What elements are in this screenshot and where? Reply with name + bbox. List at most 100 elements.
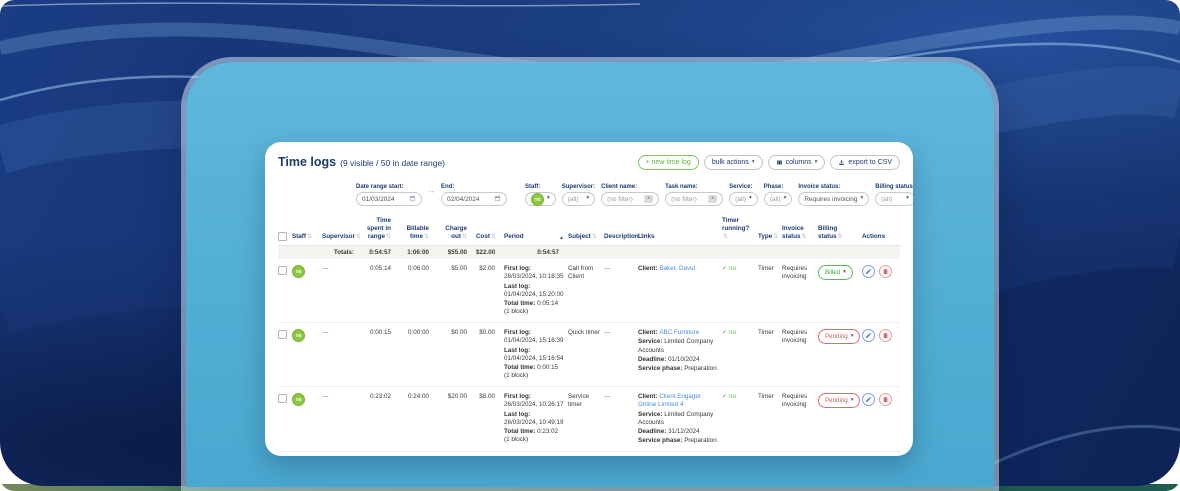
columns-button[interactable]: columns ▾ [767,155,826,170]
filter-billing_status-label: Billing status: [875,184,913,190]
delete-button[interactable] [879,393,892,407]
filter-date_end-control[interactable]: 02/04/2024 [441,192,507,206]
row-actions [862,329,896,343]
filter-task_name-control[interactable]: (no filter) × [665,192,724,206]
filter-billing_status-control[interactable]: (all) ▾ [875,192,913,206]
bulk-actions-button[interactable]: bulk actions ▾ [703,155,763,170]
link-line: Service: Limited Company Accounts [638,338,718,354]
filter-supervisor-control[interactable]: (all) ▾ [561,192,596,206]
cell-timer_running: ✓ no [722,265,758,273]
totals-time_spent: 0:54:57 [369,249,391,257]
billing-status-dropdown[interactable]: Billed ▾ [818,265,853,281]
column-header-billing_status-label: Billing status [818,224,838,240]
cell-actions [862,393,900,407]
select-all-checkbox[interactable] [278,232,287,242]
column-header-select [278,231,292,242]
column-header-timer_running[interactable]: Timer running?⇅ [722,217,758,241]
period-value: 26/03/2024, 10:26:17 [504,401,564,409]
filter-service-control[interactable]: (all) ▾ [729,192,758,206]
period-value: 26/03/2024, 10:49:19 [504,418,564,426]
client-link[interactable]: Client Engager Online Limited 4 [638,393,701,409]
time-logs-card: Time logs (9 visible / 50 in date range)… [265,142,913,456]
clear-icon[interactable]: × [644,195,654,203]
filter-phase-label: Phase: [763,184,784,190]
cell-billable_time: 0:24:00 [407,393,429,401]
filter-phase-control[interactable]: (all) ▾ [763,192,793,206]
cell-supervisor: — [322,393,358,401]
delete-button[interactable] [879,265,892,279]
row-checkbox[interactable] [278,394,287,404]
cell-billable_time: 0:00:00 [407,329,429,337]
filter-supervisor-value: (all) [567,195,579,203]
row-actions [862,393,896,407]
filter-invoice_status-value: Requires invoicing [804,195,858,203]
column-header-charge_out[interactable]: Charge out⇅ [438,225,476,241]
billing-status-dropdown[interactable]: Pending ▾ [818,329,861,345]
column-header-subject[interactable]: Subject⇅ [568,233,604,242]
column-header-period[interactable]: Period ▲ [504,233,568,241]
client-link[interactable]: Baker, David [659,265,696,273]
timer-running-value: no [729,265,737,273]
totals-supervisor: Totals: [333,249,354,257]
column-header-time_spent[interactable]: Time spent in range⇅ [358,217,400,241]
filter-date_start-control[interactable]: 01/03/2024 [356,192,422,206]
period-label: Total time: [504,427,538,435]
chevron-down-icon: ▾ [906,195,909,202]
cell-select [278,329,292,340]
export-csv-button[interactable]: export to CSV [830,155,900,170]
export-icon [838,159,845,166]
edit-button[interactable] [862,393,875,407]
check-icon: ✓ [722,265,730,273]
supervisor-value: — [322,265,329,273]
staff-avatar: TB [531,192,544,206]
clear-icon[interactable]: × [708,195,718,203]
column-header-links: Links [638,233,722,241]
period-line: First log: 01/04/2024, 15:16:39 [504,329,564,345]
chevron-down-icon: ▾ [547,195,550,202]
timer-running-value: no [729,329,737,337]
chevron-down-icon: ▾ [843,268,846,275]
period-value: 0:23:02 (1 block) [504,427,559,444]
filter-supervisor: Supervisor: (all) ▾ [561,184,596,206]
edit-button[interactable] [862,329,875,343]
filter-client_name-control[interactable]: (no filter) × [601,192,660,206]
filter-client_name: Client name: (no filter) × [601,184,660,206]
edit-button[interactable] [862,265,875,279]
client-link[interactable]: ABC Furniture [659,329,700,337]
row-checkbox[interactable] [278,266,287,276]
billing-status-value: Billed [825,268,841,276]
filter-invoice_status-control[interactable]: Requires invoicing ▾ [798,192,870,206]
period-label: Last log: [504,346,531,354]
column-header-type[interactable]: Type⇅ [758,233,782,242]
cell-period: First log: 26/03/2024, 10:26:17 Last log:… [504,393,568,445]
delete-button[interactable] [879,329,892,343]
link-label: Service phase: [638,437,685,445]
filter-date_start: Date range start: 01/03/2024 [356,184,422,206]
filter-staff-control[interactable]: TB ▾ [525,192,556,206]
row-checkbox[interactable] [278,330,287,340]
column-header-staff[interactable]: Staff⇅ [292,233,322,242]
column-header-description[interactable]: Description⇅ [604,233,645,242]
period-line: Last log: 26/03/2024, 10:49:19 [504,411,564,427]
column-header-billable_time[interactable]: Billable time⇅ [400,225,438,241]
cell-cost: $8.00 [479,393,495,401]
column-header-cost[interactable]: Cost⇅ [476,233,504,242]
column-header-billing_status[interactable]: Billing status⇅ [818,225,862,241]
filter-billing_status: Billing status: (all) ▾ [875,184,913,206]
bulk-actions-label: bulk actions [711,159,749,166]
sort-icon: ⇅ [639,233,645,240]
chevron-down-icon: ▾ [814,158,818,165]
column-header-invoice_status[interactable]: Invoice status⇅ [782,225,818,241]
period-value: 0:05:14 (1 block) [504,299,559,316]
billing-status-dropdown[interactable]: Pending ▾ [818,393,861,409]
billing-status-value: Pending [825,396,848,404]
column-header-supervisor[interactable]: Supervisor⇅ [322,233,361,242]
new-time-log-button[interactable]: + new time log [637,155,699,170]
cell-charge_out: $20.00 [447,393,467,401]
table-header-row: Staff⇅ Supervisor⇅ Time spent in range⇅ Bil… [278,215,900,247]
cell-billing_status: Pending ▾ [818,329,862,345]
chevron-down-icon: ▾ [751,158,755,165]
filter-billing_status-value: (all) [881,195,893,203]
cell-period: First log: 01/04/2024, 15:16:39 Last log:… [504,329,568,381]
